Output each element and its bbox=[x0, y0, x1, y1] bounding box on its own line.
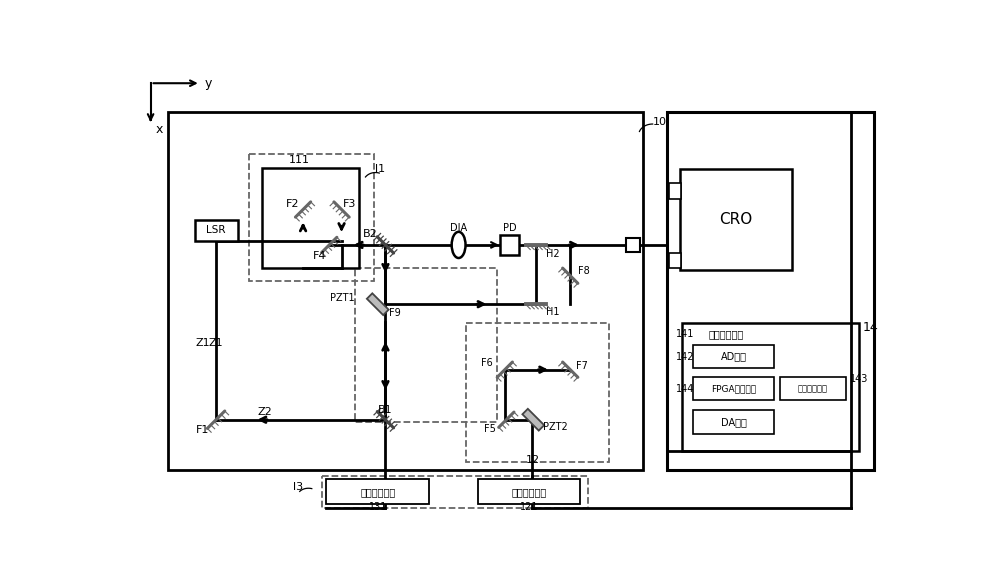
Text: 142: 142 bbox=[676, 351, 694, 362]
Bar bbox=[326, 479, 429, 505]
Bar bbox=[682, 324, 859, 450]
Bar bbox=[249, 154, 374, 281]
Text: F9: F9 bbox=[389, 309, 401, 318]
Text: F2: F2 bbox=[286, 199, 299, 209]
Text: LSR: LSR bbox=[206, 225, 226, 235]
Bar bbox=[322, 476, 588, 508]
Bar bbox=[669, 183, 681, 199]
Text: B1: B1 bbox=[378, 406, 393, 416]
Text: DIA: DIA bbox=[450, 223, 467, 233]
Text: 121: 121 bbox=[520, 502, 539, 512]
Bar bbox=[466, 324, 609, 462]
Text: F6: F6 bbox=[481, 358, 492, 369]
Text: 电路扫描系统: 电路扫描系统 bbox=[512, 487, 547, 497]
Text: 143: 143 bbox=[850, 374, 868, 384]
Text: Z1: Z1 bbox=[209, 338, 223, 348]
Bar bbox=[693, 410, 774, 434]
Text: F3: F3 bbox=[343, 199, 356, 209]
Text: PZT2: PZT2 bbox=[543, 423, 568, 432]
Text: CRO: CRO bbox=[719, 212, 752, 227]
Text: PZT1: PZT1 bbox=[330, 293, 355, 303]
Text: B2: B2 bbox=[363, 229, 377, 239]
Text: 144: 144 bbox=[676, 384, 694, 394]
Text: F8: F8 bbox=[578, 266, 590, 276]
Text: 数字控制模块: 数字控制模块 bbox=[709, 329, 744, 339]
Text: F5: F5 bbox=[484, 424, 496, 434]
Polygon shape bbox=[367, 293, 389, 315]
Text: 131: 131 bbox=[369, 502, 387, 512]
Text: DA模块: DA模块 bbox=[721, 417, 746, 427]
Bar bbox=[195, 220, 238, 241]
Text: 141: 141 bbox=[676, 329, 694, 339]
Polygon shape bbox=[522, 409, 544, 431]
Bar bbox=[669, 253, 681, 268]
Text: x: x bbox=[155, 123, 163, 136]
Bar bbox=[168, 112, 643, 470]
Text: H1: H1 bbox=[546, 307, 560, 317]
Bar bbox=[262, 168, 358, 268]
Bar bbox=[666, 112, 874, 470]
Text: F1: F1 bbox=[196, 425, 209, 435]
Text: F4: F4 bbox=[313, 251, 327, 261]
Bar bbox=[626, 238, 640, 252]
Bar bbox=[478, 479, 580, 505]
Text: 14: 14 bbox=[863, 321, 879, 334]
Text: H2: H2 bbox=[546, 249, 560, 259]
Text: 人机交互模块: 人机交互模块 bbox=[798, 384, 828, 394]
Text: 电路反馈系统: 电路反馈系统 bbox=[360, 487, 395, 497]
Text: l3: l3 bbox=[293, 483, 304, 492]
Bar bbox=[780, 377, 846, 401]
Bar bbox=[355, 268, 497, 422]
Bar bbox=[500, 235, 519, 255]
Bar bbox=[693, 345, 774, 368]
Text: Z2: Z2 bbox=[257, 407, 272, 417]
Text: 111: 111 bbox=[289, 155, 310, 165]
Text: 10: 10 bbox=[653, 117, 667, 127]
Text: PD: PD bbox=[503, 223, 516, 233]
Text: F7: F7 bbox=[576, 361, 588, 371]
Text: FPGA数字处理: FPGA数字处理 bbox=[711, 384, 756, 394]
Text: l1: l1 bbox=[375, 165, 386, 175]
Bar bbox=[693, 377, 774, 401]
Ellipse shape bbox=[452, 232, 466, 258]
Text: 12: 12 bbox=[526, 455, 540, 465]
Text: y: y bbox=[205, 77, 212, 90]
Text: AD模块: AD模块 bbox=[720, 351, 746, 362]
Text: Z1: Z1 bbox=[195, 338, 210, 348]
Bar bbox=[680, 169, 792, 269]
